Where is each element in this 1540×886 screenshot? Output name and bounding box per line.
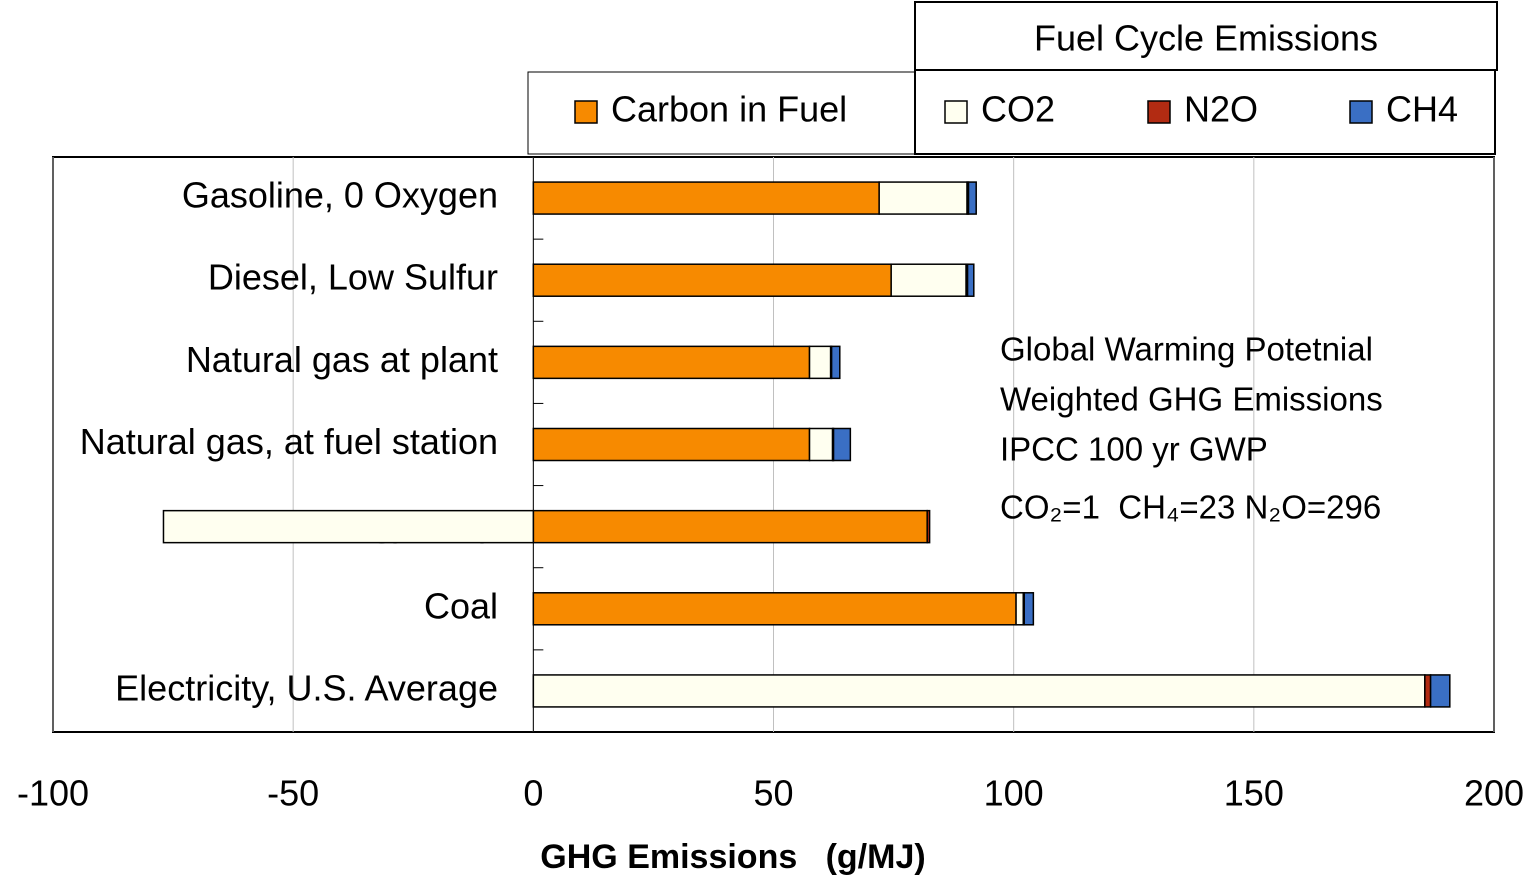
bar-segment bbox=[532, 427, 811, 462]
bar-segment bbox=[808, 427, 834, 462]
annotation: CO₂=1 CH₄=23 N₂O=296 bbox=[1000, 489, 1381, 526]
bar-segment bbox=[830, 345, 841, 380]
x-tick-label: 50 bbox=[753, 773, 793, 814]
y-tick-label: Electricity, U.S. Average bbox=[115, 667, 498, 708]
legend-swatch bbox=[944, 100, 968, 124]
legend-title: Fuel Cycle Emissions bbox=[1034, 18, 1378, 59]
bar-segment bbox=[532, 345, 811, 380]
y-tick-label: Coal bbox=[424, 585, 498, 626]
bar-segment bbox=[532, 674, 1426, 708]
bar-segment bbox=[1023, 592, 1035, 626]
legend-label: CO2 bbox=[981, 89, 1055, 130]
legend-swatch bbox=[574, 100, 598, 124]
legend-swatch bbox=[1147, 100, 1171, 124]
annotation: Weighted GHG Emissions bbox=[1000, 381, 1383, 418]
bar-segment bbox=[532, 263, 892, 297]
y-tick-label: Natural gas, at fuel station bbox=[80, 421, 498, 462]
annotation: Global Warming Potetnial bbox=[1000, 331, 1373, 368]
bar-segment bbox=[1429, 674, 1451, 708]
x-tick-label: -50 bbox=[267, 773, 319, 814]
legend-label: Carbon in Fuel bbox=[611, 89, 847, 130]
bar-segment bbox=[926, 509, 931, 544]
x-tick-label: 150 bbox=[1224, 773, 1284, 814]
bar-segment bbox=[967, 181, 977, 215]
bar-segment bbox=[162, 509, 535, 544]
y-tick-label: Natural gas at plant bbox=[186, 339, 498, 380]
legend-swatch bbox=[1349, 100, 1373, 124]
bar-segment bbox=[532, 181, 880, 215]
bar-segment bbox=[1015, 592, 1025, 626]
bar-segment bbox=[532, 509, 928, 544]
x-tick-label: -100 bbox=[17, 773, 89, 814]
bar-segment bbox=[1424, 674, 1432, 708]
legend-label: N2O bbox=[1184, 89, 1258, 130]
bar-segment bbox=[808, 345, 832, 380]
annotation: IPCC 100 yr GWP bbox=[1000, 431, 1268, 468]
bar-segment bbox=[878, 181, 968, 215]
y-tick-label: Diesel, Low Sulfur bbox=[208, 257, 498, 298]
x-axis-title: GHG Emissions (g/MJ) bbox=[540, 838, 925, 876]
bar-segment bbox=[966, 263, 975, 297]
legend-label: CH4 bbox=[1386, 89, 1458, 130]
bar-segment bbox=[832, 427, 852, 462]
x-tick-label: 0 bbox=[523, 773, 543, 814]
x-tick-label: 100 bbox=[984, 773, 1044, 814]
legend-box bbox=[527, 71, 916, 155]
y-tick-label: Gasoline, 0 Oxygen bbox=[182, 175, 498, 216]
bar-segment bbox=[532, 592, 1017, 626]
x-tick-label: 200 bbox=[1464, 773, 1524, 814]
bar-segment bbox=[890, 263, 967, 297]
